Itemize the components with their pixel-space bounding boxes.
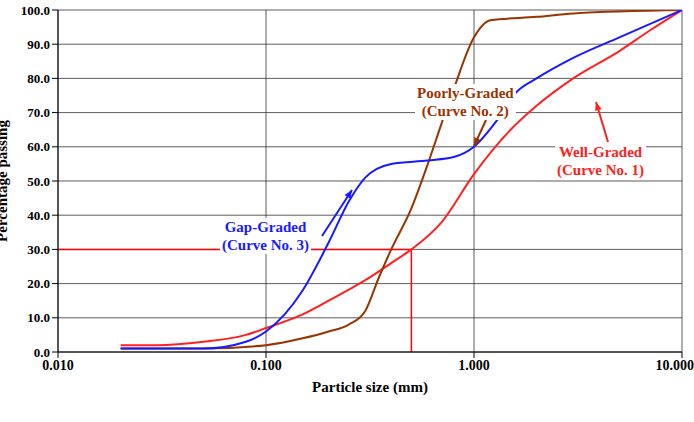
html-text:(Curve No. 1): (Curve No. 1)	[557, 162, 645, 178]
svg-text:90.0: 90.0	[27, 37, 50, 52]
svg-text:Percentage passing: Percentage passing	[8, 120, 10, 242]
html-text:Well-Graded: Well-Graded	[558, 144, 643, 160]
svg-text:1.000: 1.000	[458, 358, 490, 373]
svg-text:0.010: 0.010	[42, 358, 74, 373]
svg-text:40.0: 40.0	[27, 208, 50, 223]
html-text:(Curve No. 3): (Curve No. 3)	[222, 237, 310, 253]
svg-text:0.0: 0.0	[34, 345, 50, 360]
svg-text:70.0: 70.0	[27, 105, 50, 120]
svg-text:30.0: 30.0	[27, 242, 50, 257]
html-text:(Curve No. 2): (Curve No. 2)	[421, 103, 509, 119]
svg-text:100.0: 100.0	[21, 3, 50, 18]
svg-text:20.0: 20.0	[27, 276, 50, 291]
svg-text:0.100: 0.100	[250, 358, 282, 373]
svg-text:Particle size (mm): Particle size (mm)	[312, 379, 428, 396]
svg-text:60.0: 60.0	[27, 139, 50, 154]
svg-text:80.0: 80.0	[27, 71, 50, 86]
html-text:Gap-Graded: Gap-Graded	[224, 219, 307, 235]
svg-text:10.0: 10.0	[27, 310, 50, 325]
svg-text:10.000: 10.000	[656, 358, 687, 373]
html-text:Poorly-Graded: Poorly-Graded	[417, 85, 514, 101]
svg-text:50.0: 50.0	[27, 174, 50, 189]
